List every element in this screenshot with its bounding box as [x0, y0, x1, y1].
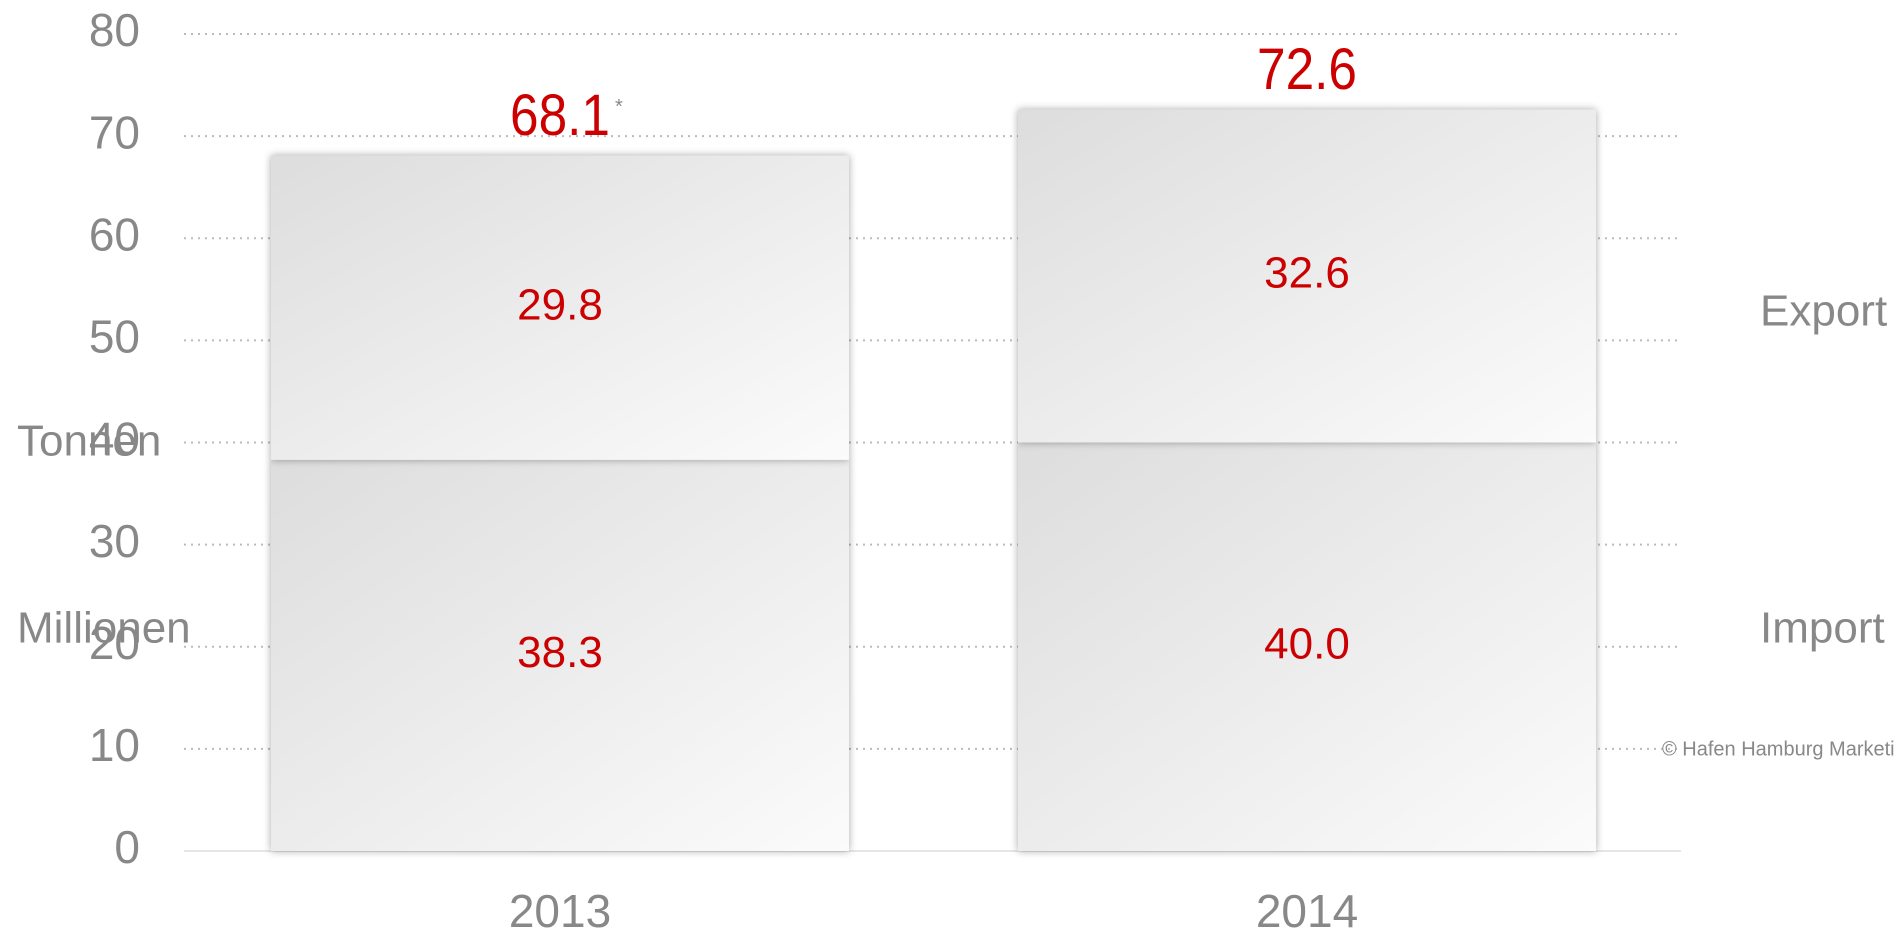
y-tick-label: 0: [114, 821, 140, 873]
total-marker: *: [615, 96, 623, 118]
segment-label: 29.8: [517, 280, 603, 329]
y-tick-label: 20: [89, 617, 140, 669]
y-tick-label: 30: [89, 515, 140, 567]
legend-label: Export: [1760, 287, 1887, 336]
segment-label: 40.0: [1264, 619, 1350, 668]
y-tick-label: 10: [89, 719, 140, 771]
total-label: 72.6: [1257, 37, 1357, 102]
segment-label: 32.6: [1264, 249, 1350, 298]
y-tick-label: 80: [89, 4, 140, 56]
y-tick-label: 40: [89, 413, 140, 465]
bar-segment: [271, 155, 849, 460]
y-axis-label: Tonnen: [17, 417, 161, 466]
y-axis-label: Millionen: [17, 604, 191, 653]
x-tick-label: 2014: [1256, 885, 1358, 935]
total-label: 68.1: [510, 83, 610, 148]
legend-label: Import: [1760, 604, 1885, 653]
y-tick-label: 50: [89, 311, 140, 363]
bar-segment: [1018, 109, 1596, 443]
y-tick-label: 70: [89, 106, 140, 158]
x-tick-label: 2013: [509, 885, 611, 935]
y-tick-label: 60: [89, 208, 140, 260]
copyright: © Hafen Hamburg Marketing: [1662, 738, 1896, 760]
segment-label: 38.3: [517, 628, 603, 677]
bar-segment: [271, 459, 849, 851]
bar-segment: [1018, 442, 1596, 851]
